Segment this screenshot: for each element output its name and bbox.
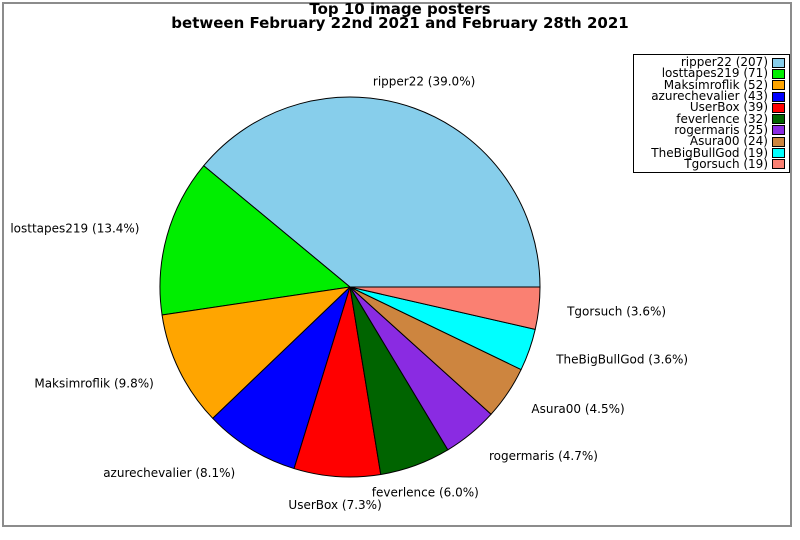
legend-item: Maksimroflik (52) — [636, 77, 785, 92]
slice-label-Maksimroflik: Maksimroflik (9.8%) — [34, 376, 153, 390]
legend-swatch-feverlence — [772, 114, 785, 125]
legend-swatch-Maksimroflik — [772, 80, 785, 91]
slice-label-azurechevalier: azurechevalier (8.1%) — [103, 466, 235, 480]
legend-label-feverlence: feverlence (32) — [676, 111, 768, 126]
legend-label-Maksimroflik: Maksimroflik (52) — [663, 77, 768, 92]
legend-label-UserBox: UserBox (39) — [689, 100, 768, 115]
legend-label-Asura00: Asura00 (24) — [689, 134, 768, 149]
slice-label-losttapes219: losttapes219 (13.4%) — [10, 222, 139, 236]
slice-label-Asura00: Asura00 (4.5%) — [531, 402, 624, 416]
pie-slice-ripper22 — [203, 96, 541, 288]
legend-item: Asura00 (24) — [636, 134, 785, 149]
legend-swatch-ripper22 — [772, 57, 785, 68]
pie-slice-Tgorsuch — [349, 286, 541, 330]
slice-label-Tgorsuch: Tgorsuch (3.6%) — [566, 305, 666, 319]
pie-slice-losttapes219 — [159, 165, 351, 316]
slice-label-rogermaris: rogermaris (4.7%) — [489, 449, 598, 463]
legend-label-Tgorsuch: Tgorsuch (19) — [684, 156, 768, 171]
pie-slice-azurechevalier — [212, 286, 351, 470]
legend-label-TheBigBullGod: TheBigBullGod (19) — [651, 145, 768, 160]
legend: ripper22 (207) losttapes219 (71) Maksimrof… — [633, 54, 790, 173]
legend-swatch-azurechevalier — [772, 91, 785, 102]
legend-item: Tgorsuch (19) — [636, 156, 785, 171]
legend-label-losttapes219: losttapes219 (71) — [661, 66, 768, 81]
slice-label-feverlence: feverlence (6.0%) — [372, 485, 479, 499]
legend-item: UserBox (39) — [636, 100, 785, 115]
legend-swatch-TheBigBullGod — [772, 148, 785, 159]
chart-title-line1: Top 10 image posters — [309, 0, 491, 18]
legend-swatch-rogermaris — [772, 125, 785, 136]
legend-swatch-UserBox — [772, 102, 785, 113]
slice-label-ripper22: ripper22 (39.0%) — [373, 75, 475, 89]
legend-item: losttapes219 (71) — [636, 66, 785, 81]
legend-swatch-Asura00 — [772, 136, 785, 147]
legend-item: rogermaris (25) — [636, 122, 785, 137]
legend-label-rogermaris: rogermaris (25) — [674, 122, 768, 137]
slice-label-UserBox: UserBox (7.3%) — [288, 498, 381, 512]
chart-title-line2: between February 22nd 2021 and February … — [171, 13, 629, 32]
legend-swatch-Tgorsuch — [772, 159, 785, 170]
chart-title: Top 10 image posters between February 22… — [0, 0, 800, 32]
legend-item: TheBigBullGod (19) — [636, 145, 785, 160]
pie-slice-Maksimroflik — [161, 286, 351, 419]
legend-item: ripper22 (207) — [636, 55, 785, 70]
legend-label-azurechevalier: azurechevalier (43) — [651, 89, 768, 104]
legend-item: feverlence (32) — [636, 111, 785, 126]
slice-label-TheBigBullGod: TheBigBullGod (3.6%) — [555, 353, 688, 367]
legend-label-ripper22: ripper22 (207) — [680, 55, 768, 70]
legend-item: azurechevalier (43) — [636, 89, 785, 104]
legend-swatch-losttapes219 — [772, 68, 785, 79]
